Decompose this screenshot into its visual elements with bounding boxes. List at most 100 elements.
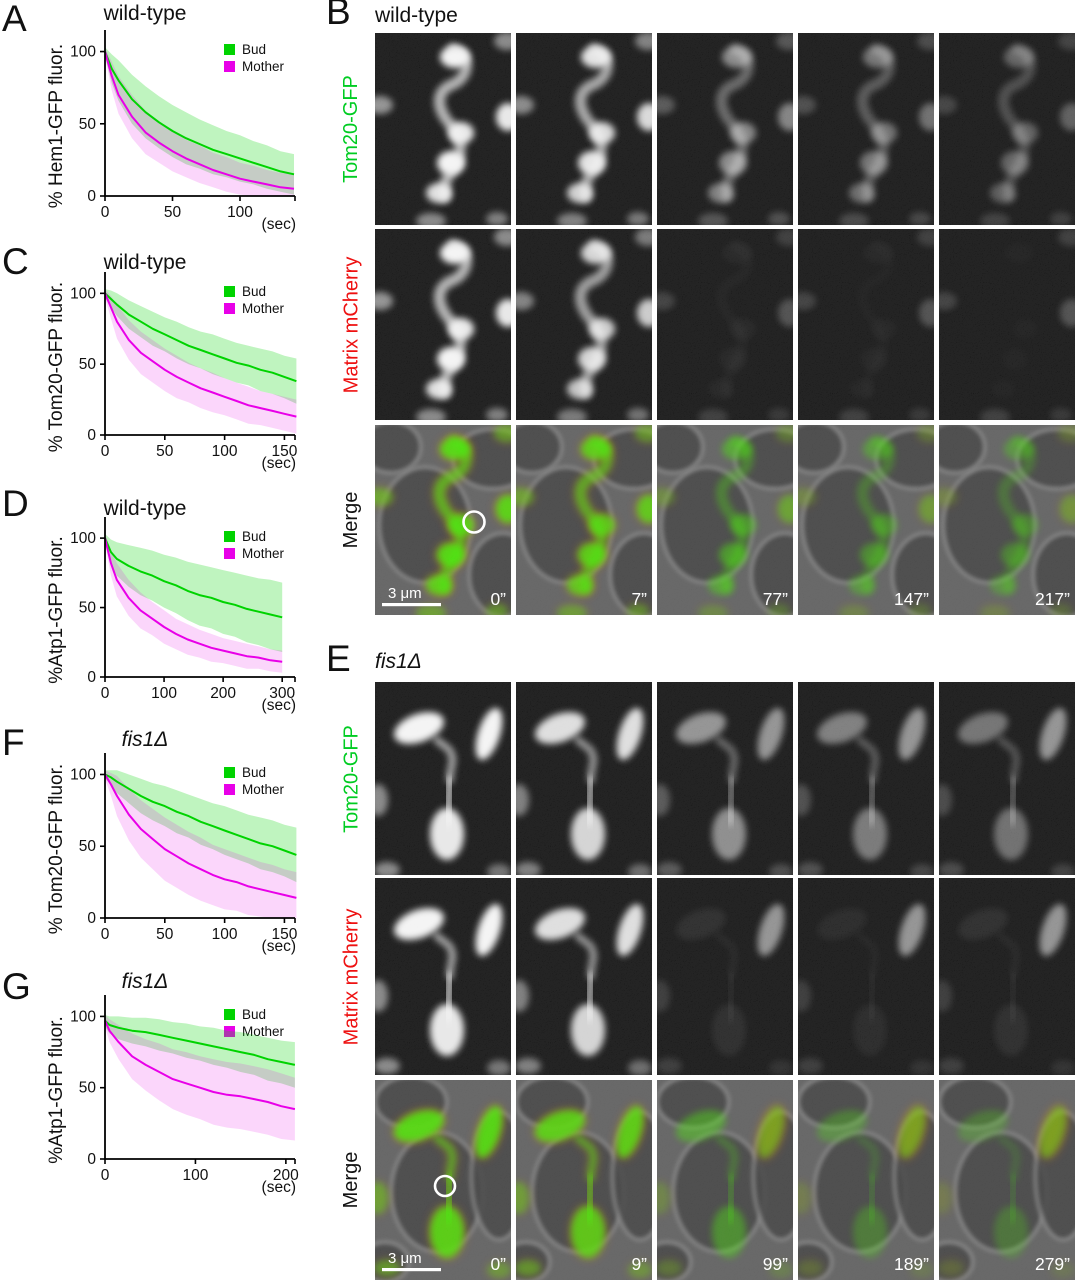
micrograph-e-merge-frame-1: 9” [516,1080,652,1280]
x-tick-label: 0 [101,204,110,221]
timestamp: 99” [763,1254,788,1274]
micrograph-b-gfp-frame-4 [939,33,1075,225]
panel-d: D wild-type %Atp1-GFP fluor. Bud Mother … [0,485,330,730]
mother-legend-label: Mother [242,1024,285,1039]
y-tick-label: 50 [79,600,97,617]
series-line-bud [104,1019,296,1066]
chart-g-plot: 0 50 100 0 100 200 [70,995,299,1184]
y-tick-label: 50 [79,1080,97,1097]
series-line-mother [104,292,297,418]
bud-legend-label: Bud [242,42,267,57]
micrograph-e-gfp-frame-3 [798,682,934,875]
series-band-bud [105,770,297,883]
row-label-merge: Merge [340,1151,362,1209]
chart-c-plot: 0 50 100 0 50 100 150 [70,272,298,460]
bud-legend-swatch [224,531,235,542]
scale-bar-label: 3 μm [388,1250,422,1267]
series-band-mother [105,289,297,434]
mother-legend-swatch [224,303,235,314]
legend-entry-bud: Bud [224,1006,284,1023]
mother-legend-swatch [224,1026,235,1037]
x-tick-label: 0 [101,926,110,943]
micrograph-e-gfp-frame-0 [375,682,511,875]
mother-legend-label: Mother [242,782,285,797]
series-line-bud [104,537,283,619]
series-line-bud [104,773,297,856]
chart-c-x-unit: (sec) [261,455,296,472]
photobleach-target-circle [462,510,486,534]
micrograph-b-gfp-frame-0 [375,33,511,225]
y-tick-label: 100 [70,766,96,783]
micrograph-e-gfp-frame-2 [657,682,793,875]
timestamp: 7” [631,589,647,609]
chart-a-legend: Bud Mother [224,41,284,75]
chart-a-title: wild-type [103,2,187,25]
legend-entry-bud: Bud [224,41,284,58]
micrograph-b-gfp-frame-2 [657,33,793,225]
series-line-mother [104,51,295,190]
panel-letter-e: E [326,638,351,679]
panel-letter-a: A [2,0,27,39]
micrograph-e-gfp-frame-4 [939,682,1075,875]
bud-legend-swatch [224,44,235,55]
x-tick-label: 100 [212,926,238,943]
legend-entry-mother: Mother [224,58,284,75]
x-tick-label: 200 [273,1167,299,1184]
x-tick-label: 50 [156,443,174,460]
bud-legend-label: Bud [242,1007,267,1022]
y-tick-label: 0 [87,910,96,927]
chart-c-title: wild-type [103,251,187,274]
micrograph-b-mch-frame-4 [939,229,1075,420]
bud-legend-swatch [224,1009,235,1020]
series-line-mother [104,773,297,899]
series-line-mother [104,537,283,663]
panel-a: A wild-type % Hem1-GFP fluor. Bud Mother… [0,0,330,245]
axes: 0 50 100 0 100 200 300 [70,517,296,702]
y-tick-label: 0 [87,1151,96,1168]
x-tick-label: 50 [156,926,174,943]
timestamp: 9” [631,1254,647,1274]
bud-legend-label: Bud [242,529,267,544]
axes: 0 50 100 0 50 100 150 [70,272,298,460]
chart-f-plot: 0 50 100 0 50 100 150 [70,753,298,943]
series-band-mother [105,1015,295,1141]
panel-letter-f: F [2,722,25,763]
row-label-merge: Merge [340,491,362,549]
panel-letter-c: C [2,241,29,282]
chart-d-legend: Bud Mother [224,528,284,562]
x-tick-label: 100 [182,1167,208,1184]
mother-legend-label: Mother [242,546,285,561]
panel-letter-g: G [2,966,31,1007]
axes: 0 50 100 0 50 100 150 [70,753,298,943]
chart-a-x-unit: (sec) [261,216,296,233]
y-tick-label: 0 [87,669,96,686]
timestamp: 217” [1035,589,1070,609]
row-label-matrix-mcherry: Matrix mCherry [340,908,362,1045]
legend-entry-mother: Mother [224,545,284,562]
y-tick-label: 50 [79,838,97,855]
x-tick-label: 0 [101,1167,110,1184]
timestamp: 279” [1035,1254,1070,1274]
micrograph-e-merge-frame-4: 279” [939,1080,1075,1280]
bud-legend-swatch [224,767,235,778]
panel-g: G fis1Δ %Atp1-GFP fluor. Bud Mother 0 50 1… [0,968,330,1213]
micrograph-b-mch-frame-2 [657,229,793,420]
x-tick-label: 150 [271,443,297,460]
axes: 0 50 100 0 50 100 [70,30,296,221]
timestamp: 189” [894,1254,929,1274]
series-line-bud [104,292,297,383]
micrograph-e-merge-frame-0: 3 μm 0” [375,1080,511,1280]
x-tick-label: 200 [210,685,236,702]
bud-legend-label: Bud [242,765,267,780]
panel-c: C wild-type % Tom20-GFP fluor. Bud Mothe… [0,243,330,488]
chart-d-title: wild-type [103,497,187,520]
scale-bar [382,603,441,607]
mother-legend-label: Mother [242,59,285,74]
timestamp: 147” [894,589,929,609]
micrograph-e-mch-frame-1 [516,878,652,1075]
photobleach-target-circle [433,1174,457,1198]
legend-entry-bud: Bud [224,528,284,545]
mother-legend-swatch [224,548,235,559]
bud-legend-swatch [224,286,235,297]
